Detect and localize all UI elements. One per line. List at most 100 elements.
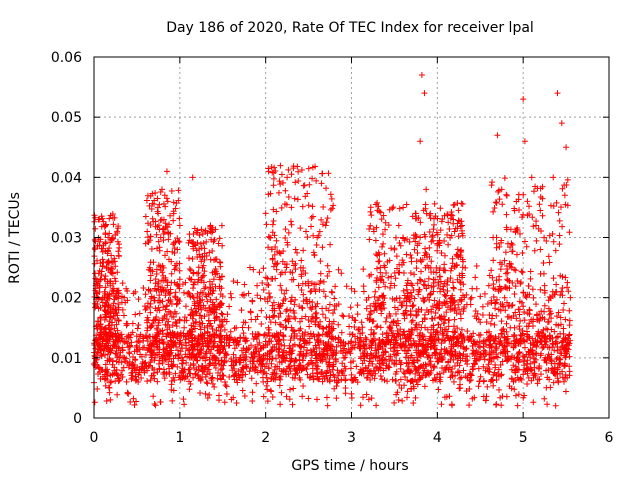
data-point: [204, 307, 211, 314]
data-point: [486, 366, 493, 373]
data-point: [282, 269, 289, 276]
data-point: [120, 312, 127, 319]
data-point: [168, 258, 175, 265]
data-point: [275, 348, 282, 355]
data-point: [185, 366, 192, 373]
data-point: [502, 249, 509, 256]
data-point: [107, 379, 114, 386]
data-point: [286, 315, 293, 322]
data-point: [324, 345, 331, 352]
data-point: [99, 366, 106, 373]
data-point: [142, 359, 149, 366]
data-point: [111, 255, 118, 262]
data-point: [162, 292, 169, 299]
data-point: [493, 296, 500, 303]
data-point: [528, 174, 535, 181]
data-point: [553, 313, 560, 320]
data-point: [213, 327, 220, 334]
data-point: [106, 384, 113, 391]
data-point: [497, 285, 504, 292]
data-point: [123, 320, 130, 327]
data-point: [189, 255, 196, 262]
data-point: [368, 395, 375, 402]
data-point: [182, 332, 189, 339]
data-point: [264, 386, 271, 393]
data-point: [536, 333, 543, 340]
data-point: [265, 364, 272, 371]
data-point: [107, 372, 114, 379]
data-point: [360, 266, 367, 273]
data-point: [297, 318, 303, 325]
data-point: [382, 283, 389, 290]
data-point: [383, 314, 390, 321]
data-point: [160, 304, 167, 311]
data-point: [546, 293, 553, 300]
data-point: [164, 198, 171, 205]
data-point: [526, 210, 533, 217]
data-point: [119, 280, 126, 287]
data-point: [520, 303, 527, 310]
data-point: [128, 339, 135, 346]
data-point: [312, 321, 319, 328]
data-point: [496, 243, 503, 250]
data-point: [257, 295, 264, 302]
data-point: [544, 326, 551, 333]
data-point: [445, 219, 452, 226]
data-point: [519, 352, 526, 359]
data-point: [488, 267, 495, 274]
data-point: [312, 281, 319, 288]
data-point: [511, 266, 518, 273]
data-point: [152, 218, 159, 225]
data-point: [116, 354, 123, 361]
data-point: [460, 344, 467, 351]
data-point: [470, 330, 477, 337]
data-point: [202, 373, 209, 380]
data-point: [490, 382, 497, 389]
data-point: [153, 266, 160, 273]
data-point: [98, 223, 105, 230]
data-point: [512, 283, 519, 290]
data-point: [466, 336, 473, 343]
data-point: [467, 301, 474, 308]
data-point: [379, 231, 386, 238]
data-point: [239, 368, 246, 375]
data-point: [250, 335, 257, 342]
data-point: [197, 377, 204, 384]
data-point: [296, 342, 303, 349]
data-point: [510, 362, 517, 369]
data-point: [283, 324, 290, 331]
data-point: [416, 276, 423, 283]
data-point: [180, 396, 187, 403]
data-point: [287, 307, 294, 314]
data-point: [197, 349, 204, 356]
data-point: [303, 296, 310, 303]
data-point: [450, 334, 457, 341]
data-point: [380, 240, 387, 247]
data-point: [212, 315, 219, 322]
data-point: [545, 318, 552, 325]
data-point: [211, 334, 218, 341]
data-point: [450, 323, 457, 330]
data-point: [426, 244, 433, 251]
data-point: [272, 260, 279, 267]
data-point: [124, 389, 131, 396]
data-point: [254, 313, 261, 320]
data-point: [554, 347, 561, 354]
data-point: [154, 351, 161, 358]
data-point: [91, 245, 98, 252]
data-point: [170, 217, 177, 224]
data-point: [428, 284, 435, 291]
data-point: [527, 275, 534, 282]
data-point: [394, 306, 401, 313]
data-point: [108, 252, 115, 259]
data-point: [144, 300, 151, 307]
data-point: [209, 374, 216, 381]
data-point: [92, 304, 99, 311]
data-point: [144, 324, 151, 331]
data-point: [176, 276, 183, 283]
data-point: [516, 230, 523, 237]
data-point: [425, 370, 432, 377]
data-point: [538, 371, 545, 378]
data-point: [472, 274, 479, 281]
data-point: [270, 369, 277, 376]
